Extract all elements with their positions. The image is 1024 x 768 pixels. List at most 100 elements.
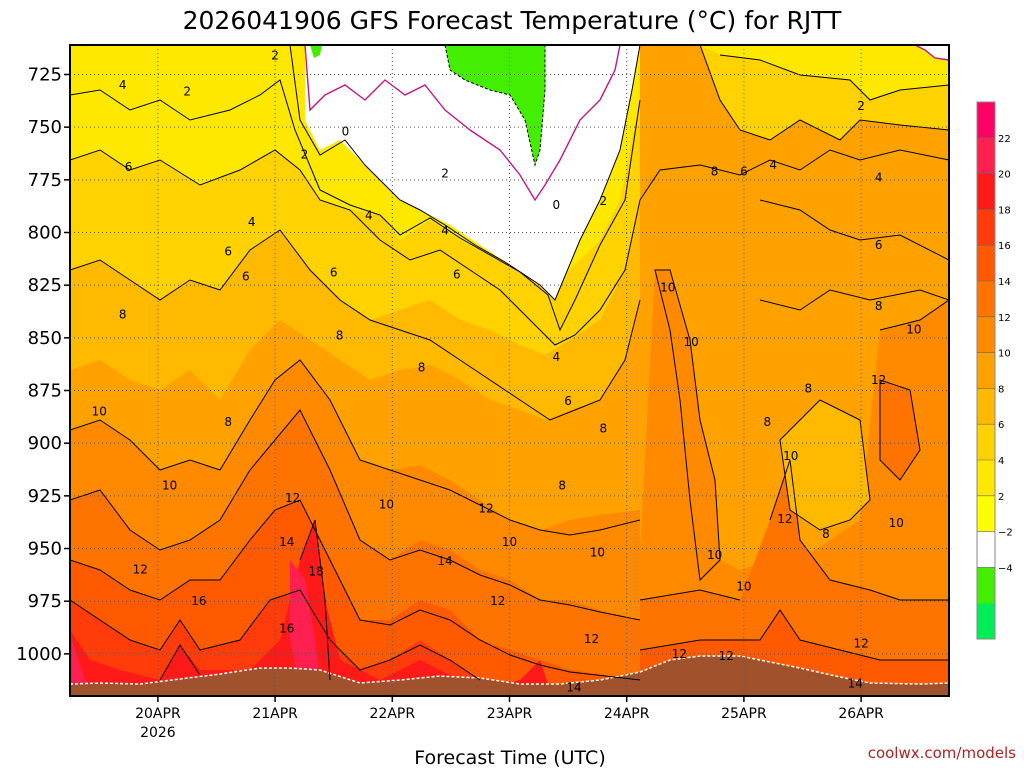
band-20-22 [72,560,320,690]
terrain-edge [70,655,949,685]
colorbar-label-4: 14 [998,277,1011,288]
contour-right-12 [769,459,949,601]
y-axis: 725 750 775 800 825 850 875 900 925 950 975 1000 [16,64,70,665]
x-tick-label-3: 23APR [487,706,533,722]
contour-label-10: 4 [365,209,373,223]
contour-label-11: 4 [441,223,449,237]
contour-label-26: 10 [379,497,394,511]
x-axis: 20APR 2026 21APR 22APR 23APR 24APR 25APR 26APR [135,696,884,741]
credit-link[interactable]: coolwx.com/models [868,744,1016,762]
contour-16 [70,589,481,681]
contour-label-60: 12 [719,649,734,663]
y-tick-label-4: 825 [28,275,62,296]
contour-label-54: 12 [777,512,792,526]
contour-label-3: 0 [342,124,350,138]
terrain [70,656,949,696]
contour-label-56: 10 [889,516,904,530]
contour-lines [70,45,949,681]
y-tick-label-11: 1000 [16,644,62,665]
contour-label-41: 10 [684,335,699,349]
contour-label-55: 8 [822,527,830,541]
contour-label-46: 4 [875,171,883,185]
contour-label-49: 10 [906,322,921,336]
contour-label-22: 10 [92,405,107,419]
chart-title: 2026041906 GFS Forecast Temperature (°C)… [183,6,842,35]
contour-neg2 [444,45,546,167]
contour-label-42: 8 [711,164,719,178]
x-tick-label-1: 21APR [252,706,298,722]
contour-label-33: 16 [279,622,294,636]
contour-8 [70,229,641,421]
y-tick-label-10: 975 [28,591,62,612]
contour-label-15: 6 [453,268,461,282]
contour-label-43: 6 [740,164,748,178]
contour-label-51: 8 [805,381,813,395]
y-tick-label-9: 950 [28,539,62,560]
y-tick-label-1: 750 [28,117,62,138]
contour-right-8b [759,289,949,311]
colorbar-label-3: 16 [998,241,1011,252]
contour-label-20: 6 [564,394,572,408]
contour-label-13: 6 [242,270,250,284]
y-tick-label-0: 725 [28,64,62,85]
band-right-12-14 [640,380,949,696]
contour-label-7: 2 [599,194,607,208]
contour-label-53: 10 [783,449,798,463]
contour-label-25: 12 [285,491,300,505]
y-tick-label-3: 800 [28,223,62,244]
y-tick-label-7: 900 [28,433,62,454]
colorbar-swatch-6 [977,316,995,354]
colorbar-label-6: 10 [998,349,1011,360]
contour-label-1: 2 [183,84,191,98]
contour-label-5: 2 [441,167,449,181]
contour-label-29: 12 [133,563,148,577]
contour-label-8: 6 [125,160,133,174]
contour-right-12c [639,589,741,601]
contour-label-45: 2 [857,99,865,113]
contour-label-21: 8 [599,421,607,435]
contour-label-50: 12 [871,373,886,387]
contour-label-9: 4 [248,215,256,229]
contour-label-6: 0 [553,198,561,212]
contour-label-28: 8 [558,478,566,492]
y-tick-label-5: 850 [28,328,62,349]
contour-label-19: 4 [553,350,561,364]
grid [70,45,949,696]
colorbar-swatch-2 [977,173,995,210]
y-tick-label-8: 925 [28,486,62,507]
colorbar-swatch-5 [977,281,995,318]
x-tick-label-0: 20APR [135,706,181,722]
colorbar-frame [976,101,996,640]
contour-14 [70,499,641,681]
contour-10 [70,359,641,536]
contour-label-58: 10 [736,579,751,593]
contour-label-18: 8 [418,360,426,374]
contour-label-17: 8 [336,329,344,343]
contour-label-4: 2 [301,148,309,162]
colorbar-label-5: 12 [998,313,1011,324]
contour-label-30: 14 [279,535,294,549]
contour-label-16: 8 [119,308,127,322]
contour-0-right [914,45,949,61]
contour-0-lines [304,45,949,202]
contour-label-24: 10 [162,478,177,492]
colorbar-label-11: −2 [998,528,1013,539]
colorbar-swatch-14 [977,603,995,640]
contour-label-32: 16 [191,594,206,608]
x-tick-label-6: 26APR [838,706,884,722]
colorbar-swatch-7 [977,352,995,389]
contour-label-38: 12 [584,632,599,646]
colorbar: 22 20 18 16 14 12 10 8 6 4 2 −2 −4 [976,101,1013,640]
contour-label-31: 18 [308,565,323,579]
y-tick-label-2: 775 [28,170,62,191]
colorbar-swatch-9 [977,424,995,461]
contour-2 [289,45,641,301]
band-right-yellow-mid [780,400,870,530]
contour-label-40: 10 [660,280,675,294]
contour-label-2: 2 [271,49,279,63]
colorbar-swatch-12 [977,531,995,568]
contour-right-6 [699,45,949,141]
band-below-2 [305,45,640,300]
